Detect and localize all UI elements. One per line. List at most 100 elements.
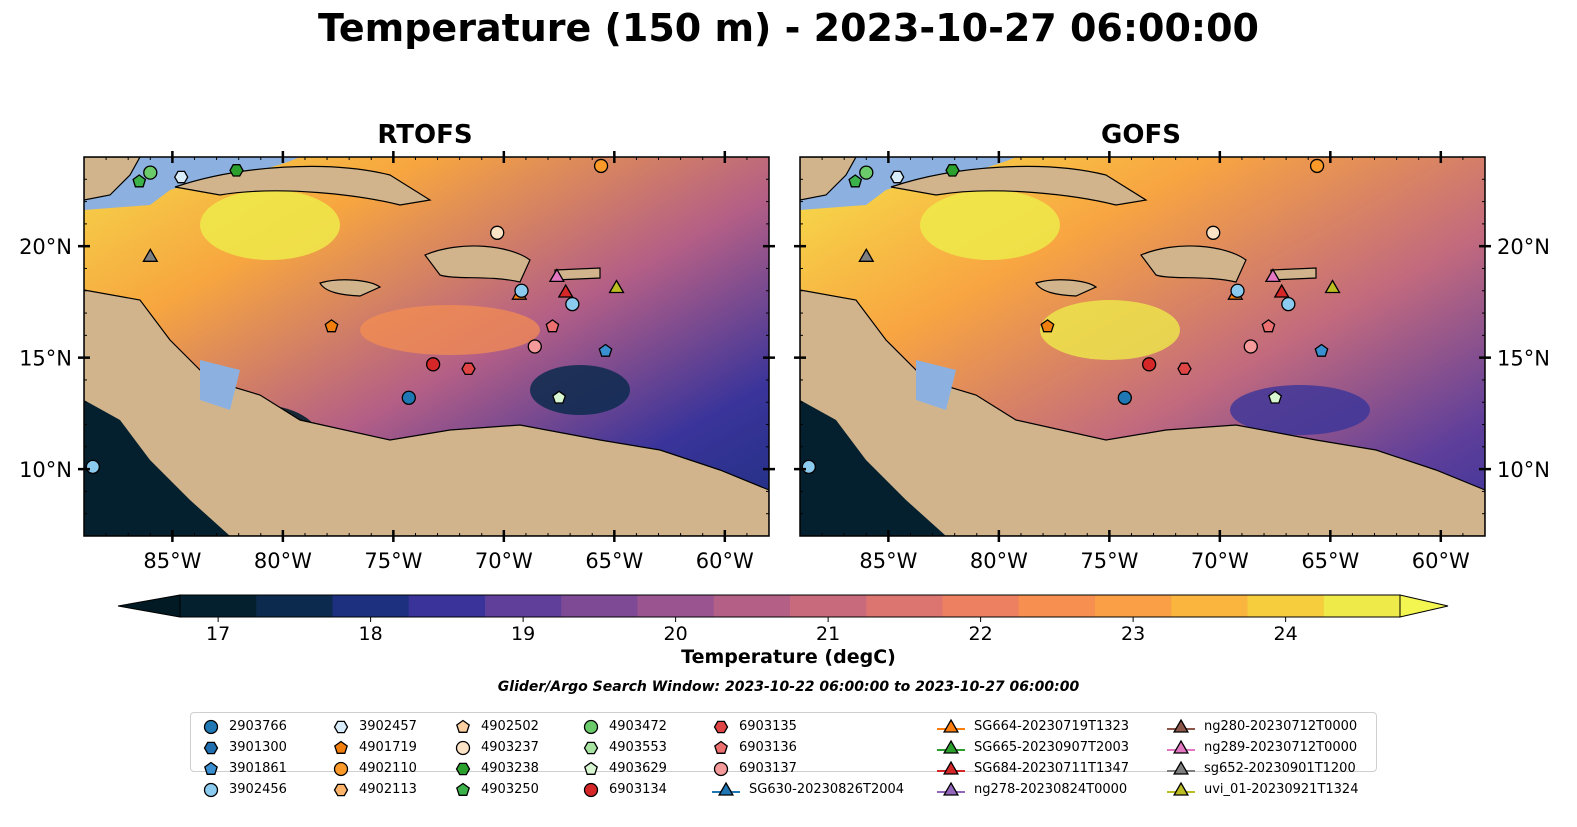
colorbar: 17 18 19 20 21 22 23 24 xyxy=(117,594,1449,640)
legend-marker xyxy=(334,740,348,754)
legend-label: 2903766 xyxy=(229,719,287,734)
legend-column: 4903472 4903553 4903629 6903134 xyxy=(581,716,667,800)
colorbar-swatch xyxy=(408,595,486,617)
colorbar-swatch xyxy=(180,595,257,617)
legend-label: 3902457 xyxy=(359,719,417,734)
legend-marker-icon xyxy=(583,719,599,734)
legend-marker-icon xyxy=(937,718,965,733)
legend-label: ng289-20230712T0000 xyxy=(1204,740,1358,755)
legend-label: sg652-20230901T1200 xyxy=(1204,761,1356,776)
cold-anomaly xyxy=(1230,385,1370,435)
legend-item: 4903237 xyxy=(453,737,539,758)
legend-item: SG665-20230907T2003 xyxy=(936,737,1129,758)
legend-marker xyxy=(942,781,960,796)
lon-tick-label: 75°W xyxy=(1080,549,1138,573)
colorbar-outline xyxy=(179,594,1401,618)
legend-marker xyxy=(203,741,219,754)
legend-marker xyxy=(1172,739,1190,754)
legend-item: 4903250 xyxy=(453,779,539,800)
platform-marker xyxy=(1309,158,1325,174)
lon-tick-label: 75°W xyxy=(364,549,422,573)
colorbar-swatch xyxy=(561,595,638,617)
legend-column: 4902502 4903237 4903238 4903250 xyxy=(453,716,539,800)
legend-marker xyxy=(713,761,729,776)
legend-marker-icon xyxy=(1167,781,1195,796)
legend-item: 2903766 xyxy=(201,716,287,737)
colorbar-tick-label: 24 xyxy=(1274,623,1298,640)
legend-marker xyxy=(714,740,728,754)
colorbar-tick-label: 20 xyxy=(664,623,688,640)
legend-marker xyxy=(455,740,471,755)
colorbar-tick-label: 21 xyxy=(816,623,840,640)
platform-marker xyxy=(85,459,100,475)
map-border-gofs xyxy=(799,156,1486,537)
panel-title-rtofs: RTOFS xyxy=(377,120,473,150)
colorbar-swatch xyxy=(1095,595,1172,617)
colorbar-swatch xyxy=(332,595,410,617)
colorbar-swatch xyxy=(713,595,791,617)
legend-marker xyxy=(456,782,470,796)
platform-marker xyxy=(229,164,244,177)
legend-item: 4903238 xyxy=(453,758,539,779)
legend-item: 6903134 xyxy=(581,779,667,800)
platform-marker xyxy=(545,319,560,333)
main-title: Temperature (150 m) - 2023-10-27 06:00:0… xyxy=(317,6,1259,50)
legend-item: 6903137 xyxy=(711,758,904,779)
legend-label: uvi_01-20230921T1324 xyxy=(1204,782,1359,797)
legend-marker-icon xyxy=(937,760,965,775)
legend-item: 3901861 xyxy=(201,758,287,779)
legend-item: sg652-20230901T1200 xyxy=(1166,758,1358,779)
lon-tick-label: 65°W xyxy=(1301,549,1359,573)
platform-marker xyxy=(593,158,609,174)
warm-anomaly xyxy=(360,305,540,355)
legend-marker xyxy=(333,783,349,796)
legend-label: 4903237 xyxy=(481,740,539,755)
legend-marker xyxy=(203,719,219,734)
legend-marker xyxy=(713,720,729,733)
legend-marker-icon xyxy=(333,720,349,733)
platform-marker xyxy=(1230,283,1245,298)
jamaica-land xyxy=(1035,279,1098,297)
legend-item: SG630-20230826T2004 xyxy=(711,779,904,800)
legend-marker-icon xyxy=(334,740,348,754)
platform-marker xyxy=(143,165,158,180)
cold-anomaly xyxy=(530,365,630,415)
platform-marker xyxy=(461,362,476,376)
yucatan-land xyxy=(84,157,141,201)
platform-marker xyxy=(858,247,875,262)
platform-markers-rtofs xyxy=(85,158,625,475)
colorbar-tick-label: 22 xyxy=(969,623,993,640)
legend-marker-icon xyxy=(203,782,219,797)
platform-marker xyxy=(1117,390,1132,405)
legend-marker xyxy=(456,719,470,733)
colorbar-swatch xyxy=(790,595,867,617)
platform-marker xyxy=(1273,283,1290,298)
warm-anomaly xyxy=(920,190,1060,260)
platform-marker xyxy=(608,279,625,294)
platform-marker xyxy=(1243,339,1258,354)
legend-marker-icon xyxy=(333,783,349,796)
platform-markers-gofs xyxy=(801,158,1341,475)
colorbar-ticks: 17 18 19 20 21 22 23 24 xyxy=(206,617,1298,640)
legend-marker xyxy=(203,782,219,797)
legend-marker xyxy=(583,719,599,734)
colorbar-swatch xyxy=(866,595,943,617)
legend-marker xyxy=(942,739,960,754)
legend-label: 6903134 xyxy=(609,782,667,797)
colorbar-extend-high xyxy=(1399,594,1449,618)
lon-tick-label: 60°W xyxy=(696,549,754,573)
legend-marker xyxy=(204,761,218,775)
colorbar-label: Temperature (degC) xyxy=(681,646,896,668)
platform-marker xyxy=(514,283,529,298)
legend-label: 4903629 xyxy=(609,761,667,776)
legend-marker-icon xyxy=(333,761,349,776)
legend-marker xyxy=(942,718,960,733)
lon-tick-label: 65°W xyxy=(585,549,643,573)
legend-label: ng280-20230712T0000 xyxy=(1204,719,1358,734)
lon-tick-label: 70°W xyxy=(1191,549,1249,573)
platform-marker xyxy=(848,174,863,188)
platform-marker xyxy=(401,390,416,405)
map-panels: 85°W 80°W 75°W 70°W 65°W 60°W 20°N 15°N 10°N 85°W… xyxy=(19,151,1550,573)
legend-label: 4903553 xyxy=(609,740,667,755)
colorbar-swatch xyxy=(942,595,1020,617)
